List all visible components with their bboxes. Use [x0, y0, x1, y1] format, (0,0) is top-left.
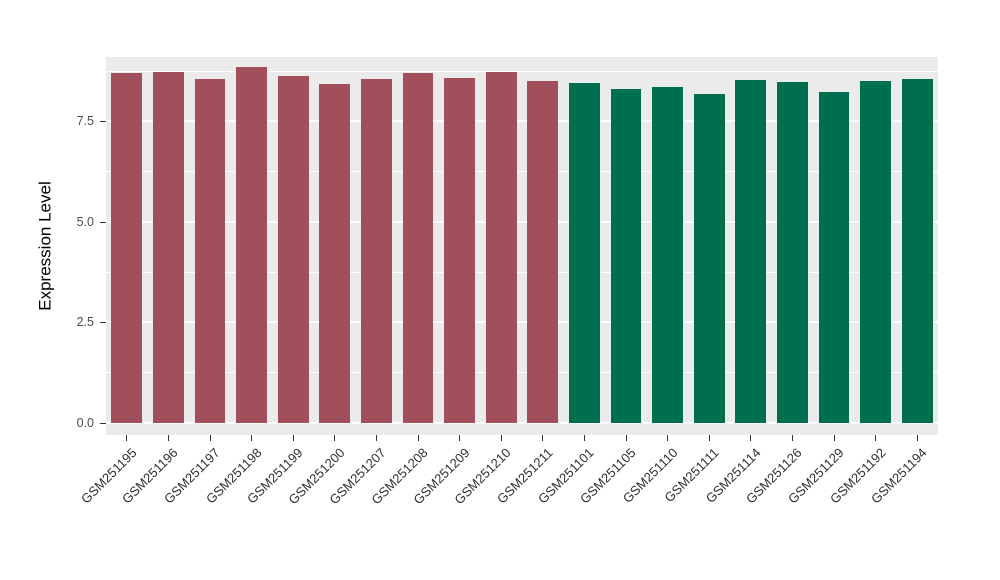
- bar: [153, 72, 184, 423]
- x-axis-tick: [209, 435, 211, 441]
- x-axis-tick: [500, 435, 502, 441]
- y-axis-tick: [100, 423, 106, 424]
- y-axis-tick: [100, 221, 106, 223]
- gridline-minor: [106, 271, 938, 273]
- x-axis-tick: [167, 435, 169, 441]
- x-axis-tick: [875, 435, 877, 441]
- bar: [777, 81, 808, 423]
- bar: [735, 80, 767, 423]
- x-axis-tick: [916, 435, 918, 441]
- bar: [402, 73, 434, 423]
- y-axis-tick: [100, 322, 106, 324]
- gridline-minor: [106, 372, 938, 374]
- gridline-major: [106, 220, 938, 223]
- bar: [485, 72, 517, 423]
- plot-panel: [106, 57, 938, 435]
- bar: [319, 84, 351, 423]
- bar: [361, 79, 392, 423]
- x-axis-tick: [126, 435, 128, 441]
- x-axis-tick: [583, 435, 585, 441]
- bar: [569, 83, 600, 423]
- x-axis-tick: [417, 435, 419, 441]
- x-axis-tick: [625, 435, 627, 441]
- x-axis-tick: [375, 435, 377, 441]
- bar: [818, 92, 850, 423]
- bar: [277, 76, 309, 423]
- gridline-major: [106, 120, 938, 123]
- y-axis-tick-labels: 0.0 2.5 5.0 7.5: [0, 57, 100, 435]
- bar: [860, 81, 891, 423]
- x-axis-tick: [334, 435, 336, 441]
- y-tick-label: 7.5: [76, 114, 94, 129]
- x-axis-tick: [251, 435, 253, 441]
- gridline-major: [106, 321, 938, 324]
- x-axis-tick: [708, 435, 710, 441]
- y-tick-label: 2.5: [76, 315, 94, 330]
- x-axis-tick: [292, 435, 294, 441]
- bar: [693, 94, 725, 423]
- x-axis-tick: [791, 435, 793, 441]
- gridline-major: [106, 422, 938, 424]
- bar: [527, 81, 559, 423]
- bar: [194, 79, 226, 423]
- x-axis-tick: [542, 435, 544, 441]
- bar: [901, 79, 933, 423]
- bar: [610, 89, 642, 423]
- x-axis-tick: [667, 435, 669, 441]
- y-axis-tick: [100, 121, 106, 123]
- bar: [444, 77, 475, 423]
- gridline-minor: [106, 70, 938, 72]
- x-axis-tick: [459, 435, 461, 441]
- bar: [652, 87, 683, 423]
- bar: [111, 73, 143, 423]
- x-axis-tick: [833, 435, 835, 441]
- y-tick-label: 0.0: [76, 416, 94, 430]
- gridline-minor: [106, 171, 938, 173]
- x-axis-tick: [750, 435, 752, 441]
- bar: [236, 67, 267, 423]
- y-tick-label: 5.0: [76, 214, 94, 229]
